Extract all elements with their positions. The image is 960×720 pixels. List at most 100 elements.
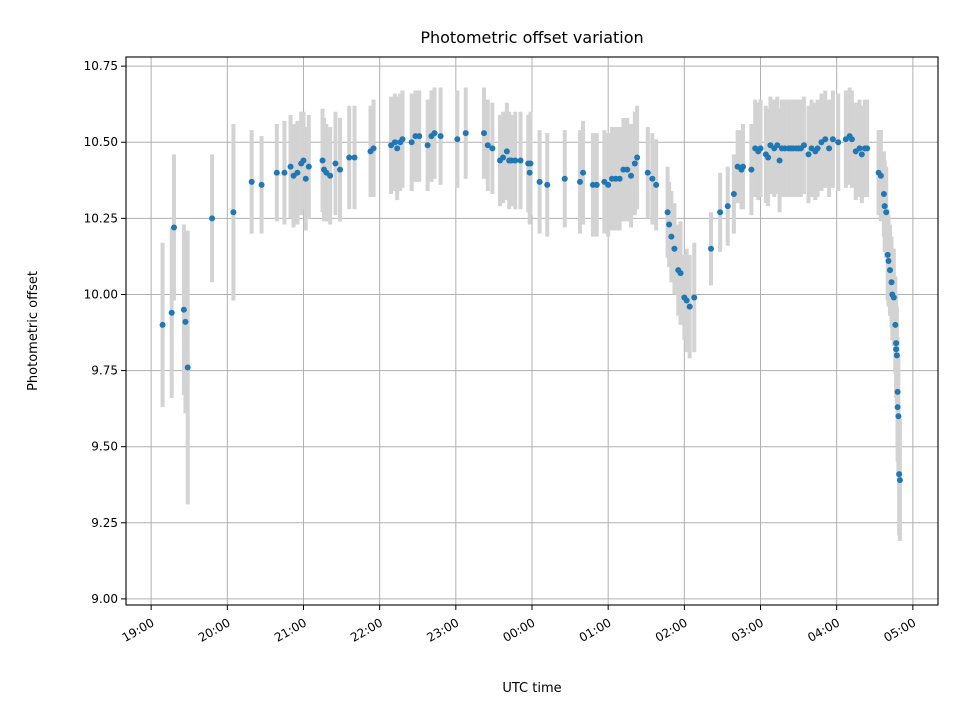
data-point [691, 294, 698, 301]
data-point [765, 154, 772, 161]
data-point [887, 267, 894, 274]
data-point [730, 191, 737, 197]
data-point [394, 145, 401, 152]
data-point [462, 130, 469, 137]
data-point [664, 209, 671, 216]
data-point [431, 130, 438, 137]
data-point [184, 364, 191, 371]
data-point [893, 352, 900, 359]
data-point [835, 139, 842, 146]
data-point [287, 163, 294, 170]
data-point [624, 166, 631, 173]
data-point [892, 321, 899, 328]
data-point [561, 175, 568, 182]
data-point [527, 160, 534, 167]
data-point [230, 209, 237, 216]
data-point [885, 257, 892, 264]
data-point [370, 145, 377, 152]
y-axis-label: Photometric offset [26, 271, 41, 391]
data-point [877, 172, 884, 179]
y-tick-label: 9.25 [91, 516, 118, 530]
data-point [708, 245, 715, 252]
data-point [757, 145, 764, 152]
data-point [884, 251, 891, 258]
data-point [544, 181, 551, 188]
y-tick-label: 9.50 [91, 440, 118, 454]
chart-title: Photometric offset variation [420, 28, 643, 47]
data-point [593, 181, 600, 188]
data-point [616, 175, 623, 182]
data-point [180, 306, 187, 313]
data-point [346, 154, 353, 161]
y-tick-label: 9.75 [91, 364, 118, 378]
data-point [724, 203, 731, 210]
data-point [294, 169, 301, 176]
x-axis-label: UTC time [502, 681, 561, 696]
data-point [159, 321, 166, 328]
data-point [576, 178, 583, 185]
data-point [300, 157, 307, 164]
data-point [517, 157, 524, 164]
data-point [631, 160, 638, 167]
data-point [895, 413, 902, 420]
data-point [512, 157, 519, 164]
data-point [864, 145, 871, 152]
y-tick-label: 9.00 [91, 592, 118, 606]
data-point [893, 346, 900, 353]
data-point [883, 209, 890, 216]
data-point [717, 209, 724, 216]
data-point [683, 297, 690, 304]
y-tick-label: 10.25 [84, 211, 118, 225]
data-point [305, 163, 312, 170]
data-point [858, 151, 865, 158]
data-point [503, 148, 510, 155]
data-point [856, 145, 863, 152]
data-point [881, 203, 888, 210]
data-point [822, 136, 829, 143]
data-point [454, 136, 461, 143]
data-point [829, 136, 836, 143]
data-point [416, 133, 423, 140]
data-point [273, 169, 280, 176]
data-point [170, 224, 177, 231]
y-tick-label: 10.50 [84, 135, 118, 149]
data-point [888, 279, 895, 286]
data-point [391, 139, 398, 146]
data-point [209, 215, 216, 222]
data-point [649, 175, 656, 182]
data-point [182, 318, 189, 325]
data-point [893, 340, 900, 347]
data-point [399, 136, 406, 143]
data-point [408, 139, 415, 146]
data-point [826, 145, 833, 152]
data-point [337, 166, 344, 173]
data-point [332, 160, 339, 167]
y-tick-label: 10.75 [84, 59, 118, 73]
data-point [748, 166, 755, 173]
data-point [776, 157, 783, 164]
data-point [526, 169, 533, 176]
data-point [489, 145, 496, 152]
data-point [424, 142, 431, 149]
data-point [800, 142, 807, 149]
data-point [890, 294, 897, 301]
y-tick-label: 10.00 [84, 287, 118, 301]
data-point [686, 303, 693, 310]
data-point [896, 477, 903, 484]
data-point [653, 181, 660, 188]
data-point [677, 270, 684, 277]
data-point [774, 142, 781, 149]
data-point [248, 178, 255, 185]
data-point [319, 157, 326, 164]
data-point [880, 191, 887, 197]
data-point [671, 245, 678, 252]
data-point [481, 130, 488, 137]
data-point [739, 163, 746, 170]
data-point [580, 169, 587, 176]
data-point [302, 175, 309, 182]
data-point [634, 154, 641, 161]
data-point [805, 151, 812, 158]
data-point [894, 388, 901, 395]
data-point [628, 172, 635, 179]
